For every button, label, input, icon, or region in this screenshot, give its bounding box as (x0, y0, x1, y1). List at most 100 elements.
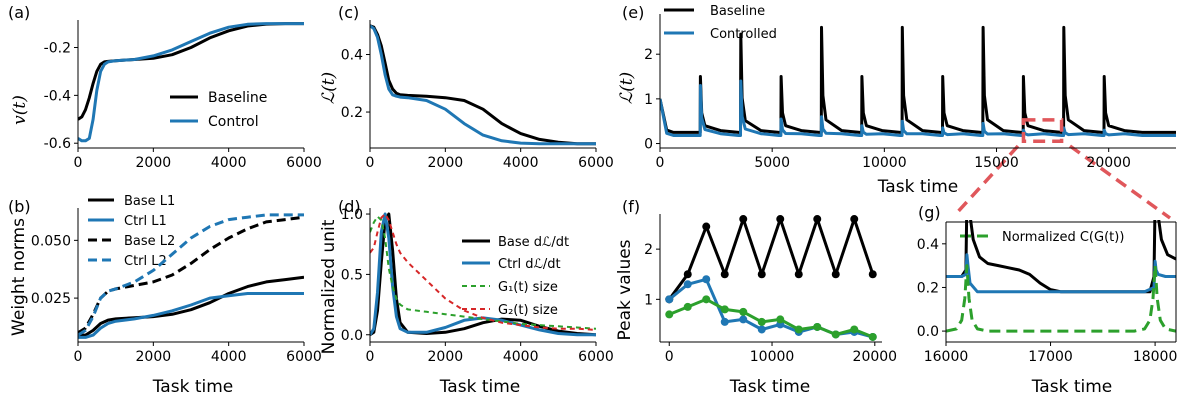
y-tick-label: 1 (644, 292, 653, 308)
x-tick-label: 6000 (286, 155, 322, 171)
panel-label-a: (a) (8, 3, 30, 22)
x-tick-label: 6000 (286, 349, 322, 365)
panel-1-plot: 0 2000 4000 6000 0.025 0.050 (31, 208, 322, 365)
x-tick-label: 17000 (1028, 349, 1073, 365)
series-line-4-0 (660, 25, 1176, 134)
peak-marker-1-4 (739, 315, 748, 324)
peak-marker-0-10 (850, 215, 859, 224)
peak-marker-0-6 (776, 215, 785, 224)
peak-marker-2-3 (720, 305, 729, 314)
x-tick-label: 0 (74, 349, 83, 365)
x-tick-label: 15000 (974, 155, 1019, 171)
legend-label-ctrl-l2: Ctrl L2 (124, 254, 167, 269)
peak-marker-2-0 (665, 310, 674, 319)
panel-f-ylabel: Peak values (615, 239, 635, 340)
legend-label-e-baseline: Baseline (710, 4, 765, 19)
panel-5-plot: 0 10000 20000 1 2 (644, 214, 897, 365)
peak-marker-0-9 (831, 270, 840, 279)
panel-a-legend: Baseline Control (170, 90, 267, 130)
y-tick-label: 0.2 (917, 280, 939, 296)
x-tick-label: 5000 (754, 155, 790, 171)
peak-marker-0-4 (739, 215, 748, 224)
x-tick-label: 2000 (428, 349, 464, 365)
series-line-4-1 (660, 79, 1176, 137)
legend-label-base-l2: Base L2 (124, 234, 175, 249)
peak-marker-2-9 (831, 330, 840, 339)
panel-d-xlabel: Task time (439, 377, 521, 397)
peak-marker-1-5 (757, 325, 766, 334)
panel-label-b: (b) (8, 197, 31, 216)
y-tick-label: 2 (644, 242, 653, 258)
panel-c-ylabel: ℒ(t) (319, 72, 339, 104)
x-tick-label: 10000 (750, 349, 795, 365)
x-tick-label: 0 (665, 349, 674, 365)
y-tick-label: 2 (644, 47, 653, 63)
y-tick-label: 0.050 (31, 233, 71, 249)
x-tick-label: 2000 (428, 155, 464, 171)
legend-label-normalized-c: Normalized C(G(t)) (1002, 230, 1124, 245)
series-line-0-1 (78, 22, 304, 143)
series-line-1-3 (78, 213, 304, 337)
legend-label-control: Control (208, 114, 259, 130)
x-tick-label: 6000 (578, 349, 614, 365)
y-tick-label: 0.0 (341, 328, 363, 344)
panel-e-legend: Baseline Controlled (664, 4, 777, 42)
panel-e-ylabel: ℒ(t) (617, 72, 637, 104)
series-line-5-1 (668, 277, 874, 339)
legend-label-g1: G₁(t) size (498, 280, 558, 295)
y-tick-label: 1 (644, 92, 653, 108)
x-tick-label: 6000 (578, 155, 614, 171)
x-tick-label: 18000 (1133, 349, 1178, 365)
series-line-3-3 (370, 213, 596, 331)
peak-marker-1-1 (683, 280, 692, 289)
x-tick-label: 4000 (503, 155, 539, 171)
legend-label-base-dldt: Base dℒ/dt (498, 235, 569, 250)
peak-marker-0-8 (813, 215, 822, 224)
y-tick-label: 0.4 (341, 48, 363, 64)
peak-marker-2-4 (739, 307, 748, 316)
panel-g-legend: Normalized C(G(t)) (960, 230, 1124, 245)
y-tick-label: -0.4 (44, 88, 71, 104)
panel-d-ylabel: Normalized unit (319, 219, 339, 354)
panel-label-e: (e) (622, 3, 644, 22)
legend-label-baseline: Baseline (208, 90, 267, 106)
zoom-region-box (1021, 118, 1064, 144)
peak-marker-0-2 (702, 222, 711, 231)
x-tick-label: 4000 (503, 349, 539, 365)
x-tick-label: 20000 (853, 349, 898, 365)
peak-marker-0-3 (720, 270, 729, 279)
legend-label-base-l1: Base L1 (124, 194, 175, 209)
panel-label-d: (d) (338, 197, 361, 216)
x-tick-label: 4000 (211, 349, 247, 365)
peak-marker-1-2 (702, 275, 711, 284)
panel-0-plot: 0 2000 4000 6000 -0.6 -0.4 -0.2 (44, 20, 322, 171)
panel-b-legend: Base L1 Ctrl L1 Base L2 Ctrl L2 (88, 194, 175, 269)
y-tick-label: 0.4 (917, 237, 939, 253)
panel-label-f: (f) (622, 197, 640, 216)
panel-a-ylabel: v(t) (10, 95, 30, 125)
zoom-connector-right (1068, 144, 1172, 220)
y-tick-label: 0 (644, 137, 653, 153)
legend-label-ctrl-l1: Ctrl L1 (124, 214, 167, 229)
panel-d-legend: Base dℒ/dt Ctrl dℒ/dt G₁(t) size G₂(t) s… (462, 235, 569, 318)
peak-marker-2-1 (683, 302, 692, 311)
x-tick-label: 0 (366, 155, 375, 171)
series-line-1-2 (78, 215, 304, 335)
series-line-5-2 (668, 297, 874, 339)
series-line-2-0 (370, 24, 596, 146)
peak-marker-2-10 (850, 325, 859, 334)
x-tick-label: 0 (74, 155, 83, 171)
peak-marker-2-11 (868, 332, 877, 341)
legend-label-e-controlled: Controlled (710, 27, 777, 42)
zoom-connector-left (952, 144, 1020, 218)
peak-marker-2-2 (702, 295, 711, 304)
panel-4-plot: 0 5000 10000 15000 20000 0 1 2 (644, 14, 1176, 171)
peak-marker-0-11 (868, 270, 877, 279)
peak-marker-0-5 (757, 270, 766, 279)
peak-marker-2-7 (794, 325, 803, 334)
x-tick-label: 0 (656, 155, 665, 171)
panel-b-ylabel: Weight norms (9, 218, 29, 336)
x-tick-label: 0 (366, 349, 375, 365)
panel-3-plot: 0 2000 4000 6000 0.0 0.5 1.0 (341, 207, 614, 365)
panel-e-xlabel: Task time (877, 177, 959, 197)
